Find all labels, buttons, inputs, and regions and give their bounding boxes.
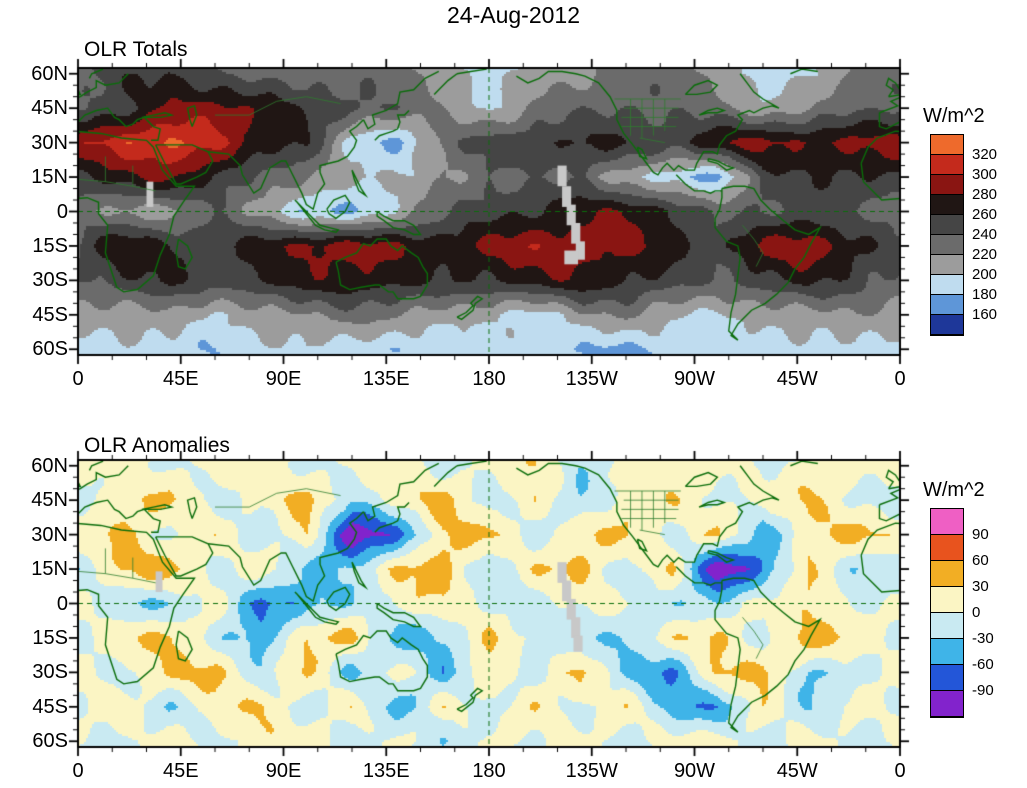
colorbar-box [931, 639, 963, 665]
colorbar-box [931, 235, 963, 255]
x-tick-label: 0 [72, 368, 84, 390]
colorbar-unit-totals: W/m^2 [923, 105, 985, 127]
y-tick-label: 15S [32, 626, 68, 649]
x-tick-label: 90W [673, 760, 716, 782]
colorbar-box [931, 155, 963, 175]
y-tick-label: 45S [32, 695, 68, 718]
y-tick-label: 45N [31, 489, 68, 512]
colorbar-tick-label: 300 [972, 166, 998, 183]
colorbar-box [931, 535, 963, 561]
y-tick-label: 15S [32, 234, 68, 257]
x-tick-label: 90E [265, 760, 302, 782]
x-tick-label: 135W [565, 368, 618, 390]
colorbar-tick-label: 60 [972, 552, 989, 569]
y-tick-label: 0 [56, 200, 68, 223]
x-tick-label: 135E [362, 760, 410, 782]
colorbar-box [931, 295, 963, 315]
colorbar-anomalies: 90 60 30 0 -30 -60 -90 [930, 508, 994, 718]
x-tick-label: 180 [472, 368, 506, 390]
colorbar-unit-anomalies: W/m^2 [923, 479, 985, 501]
panel-title-totals: OLR Totals [84, 38, 188, 61]
x-tick-label: 45E [162, 760, 199, 782]
colorbar-box [931, 691, 963, 717]
colorbar-tick-label: 320 [972, 146, 998, 163]
y-tick-label: 30N [31, 523, 68, 546]
colorbar-tick-label: -90 [972, 682, 994, 699]
colorbar-tick-label: 180 [972, 286, 998, 303]
colorbar-tick-label: 260 [972, 206, 998, 223]
colorbar-tick-label: 160 [972, 306, 998, 323]
x-tick-label: 0 [894, 760, 906, 782]
y-tick-label: 45S [32, 303, 68, 326]
y-tick-label: 15N [31, 166, 68, 189]
map-canvas-totals [66, 56, 912, 367]
x-tick-label: 0 [894, 368, 906, 390]
x-tick-label: 0 [72, 760, 84, 782]
colorbar-tick-label: 0 [972, 604, 981, 621]
y-tick-label: 60S [32, 730, 68, 753]
y-tick-label: 60N [31, 454, 68, 477]
colorbar-tick-label: 30 [972, 578, 989, 595]
x-tick-label: 135W [565, 760, 618, 782]
y-tick-label: 30S [32, 661, 68, 684]
y-tick-label: 30N [31, 131, 68, 154]
colorbar-tick-label: -30 [972, 630, 994, 647]
map-canvas-anomalies [66, 448, 912, 759]
x-tick-label: 135E [362, 368, 410, 390]
colorbar-tick-label: 240 [972, 226, 998, 243]
colorbar-box [931, 665, 963, 691]
x-tick-label: 90E [265, 368, 302, 390]
colorbar-tick-label: -60 [972, 656, 994, 673]
y-tick-label: 30S [32, 269, 68, 292]
x-tick-label: 180 [472, 760, 506, 782]
colorbar-box [931, 587, 963, 613]
figure-title: 24-Aug-2012 [447, 2, 580, 28]
y-tick-label: 0 [56, 592, 68, 615]
x-tick-label: 90W [673, 368, 716, 390]
colorbar-box [931, 613, 963, 639]
x-tick-label: 45W [776, 368, 818, 390]
colorbar-box [931, 175, 963, 195]
colorbar-box [931, 275, 963, 295]
colorbar-tick-label: 90 [972, 526, 989, 543]
colorbar-box [931, 215, 963, 235]
y-tick-label: 60S [32, 338, 68, 361]
colorbar-box [931, 509, 963, 535]
colorbar-totals: 320 300 280 260 240 220 200 180 160 [930, 134, 997, 336]
y-tick-label: 60N [31, 62, 68, 85]
colorbar-tick-label: 280 [972, 186, 998, 203]
colorbar-box [931, 135, 963, 155]
colorbar-box [931, 315, 963, 335]
colorbar-box [931, 255, 963, 275]
y-tick-label: 45N [31, 97, 68, 120]
x-tick-label: 45W [776, 760, 818, 782]
colorbar-tick-label: 200 [972, 266, 998, 283]
colorbar-tick-label: 220 [972, 246, 998, 263]
colorbar-box [931, 195, 963, 215]
colorbar-box [931, 561, 963, 587]
x-tick-label: 45E [162, 368, 199, 390]
y-tick-label: 15N [31, 558, 68, 581]
